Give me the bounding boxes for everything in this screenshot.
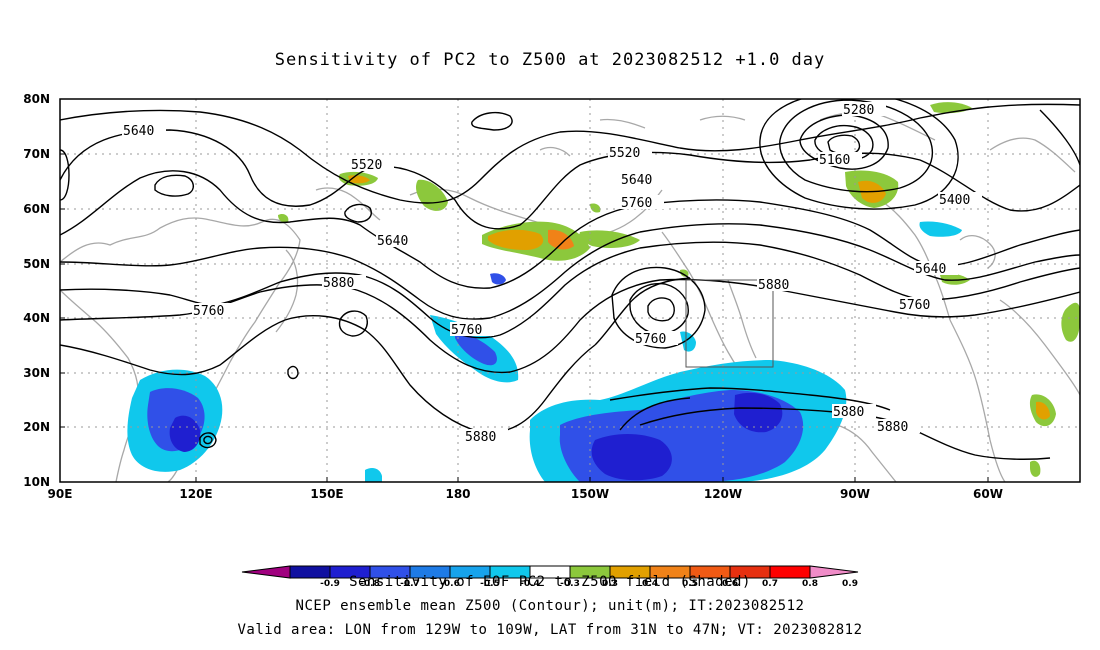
colorbar-tick-label: -0.3 bbox=[560, 579, 580, 589]
caption-line-1: Sensitivity of EOF PC2 to Z500 field (Sh… bbox=[349, 574, 751, 590]
contour-label: 5880 bbox=[877, 420, 908, 435]
lon-label: 60W bbox=[973, 487, 1003, 501]
colorbar-tick-label: -0.4 bbox=[520, 579, 540, 589]
contour-label: 5280 bbox=[843, 103, 874, 118]
lat-label: 70N bbox=[23, 147, 50, 161]
lat-label: 80N bbox=[23, 92, 50, 106]
contour-label: 5760 bbox=[635, 332, 666, 347]
lon-label: 150E bbox=[310, 487, 343, 501]
colorbar-tick-label: -0.6 bbox=[440, 579, 460, 589]
contour-label: 5640 bbox=[377, 234, 408, 249]
contour-label: 5760 bbox=[621, 196, 652, 211]
latitude-labels: 80N 70N 60N 50N 40N 30N 20N 10N bbox=[23, 92, 50, 489]
contour-label: 5880 bbox=[323, 276, 354, 291]
contour-label: 5760 bbox=[899, 298, 930, 313]
colorbar-max-arrow bbox=[809, 565, 859, 579]
lat-label: 30N bbox=[23, 366, 50, 380]
colorbar: -0.9 -0.8 -0.7 -0.6 -0.5 -0.4 -0.3 0.3 0.4 0.5 0.6… bbox=[241, 565, 859, 589]
colorbar-tick-label: 0.6 bbox=[722, 579, 738, 589]
contour-label: 5520 bbox=[609, 146, 640, 161]
chart-title: Sensitivity of PC2 to Z500 at 2023082512… bbox=[274, 50, 826, 70]
lat-label: 50N bbox=[23, 257, 50, 271]
contour-label: 5400 bbox=[939, 193, 970, 208]
contour-labels: 5640 5520 5640 5760 5880 5760 5520 5640 … bbox=[122, 102, 982, 445]
negative-sensitivity-shading bbox=[127, 221, 962, 482]
colorbar-tick-label: 0.3 bbox=[602, 579, 618, 589]
lon-label: 150W bbox=[571, 487, 609, 501]
colorbar-tick-label: 0.8 bbox=[802, 579, 818, 589]
axis-ticks bbox=[60, 98, 989, 482]
contour-label: 5640 bbox=[621, 173, 652, 188]
valid-area-box bbox=[685, 279, 774, 368]
contour-label: 5760 bbox=[193, 304, 224, 319]
lon-label: 120E bbox=[179, 487, 212, 501]
contour-label: 5760 bbox=[451, 323, 482, 338]
caption-line-3: Valid area: LON from 129W to 109W, LAT f… bbox=[237, 622, 863, 638]
lat-label: 40N bbox=[23, 311, 50, 325]
lon-label: 120W bbox=[704, 487, 742, 501]
contour-label: 5880 bbox=[833, 405, 864, 420]
contour-label: 5160 bbox=[819, 153, 850, 168]
colorbar-tick-label: 0.4 bbox=[642, 579, 658, 589]
colorbar-tick-label: -0.8 bbox=[360, 579, 380, 589]
lat-label: 20N bbox=[23, 420, 50, 434]
contour-label: 5640 bbox=[915, 262, 946, 277]
contour-label: 5640 bbox=[123, 124, 154, 139]
colorbar-tick-label: -0.5 bbox=[480, 579, 500, 589]
colorbar-tick-label: -0.9 bbox=[320, 579, 340, 589]
z500-contours bbox=[60, 99, 1080, 460]
colorbar-tick-label: -0.7 bbox=[400, 579, 420, 589]
map-frame bbox=[59, 98, 1081, 483]
contour-label: 5520 bbox=[351, 158, 382, 173]
caption-line-2: NCEP ensemble mean Z500 (Contour); unit(… bbox=[295, 598, 805, 614]
colorbar-tick-label: 0.7 bbox=[762, 579, 778, 589]
longitude-labels: 90E 120E 150E 180 150W 120W 90W 60W bbox=[48, 487, 1003, 501]
coastlines bbox=[60, 111, 1080, 482]
colorbar-tick-label: 0.5 bbox=[682, 579, 698, 589]
lat-label: 10N bbox=[23, 475, 50, 489]
contour-label: 5880 bbox=[758, 278, 789, 293]
lat-label: 60N bbox=[23, 202, 50, 216]
contour-label: 5880 bbox=[465, 430, 496, 445]
lon-label: 90E bbox=[48, 487, 73, 501]
lon-label: 180 bbox=[445, 487, 470, 501]
colorbar-tick-label: 0.9 bbox=[842, 579, 858, 589]
lon-label: 90W bbox=[840, 487, 870, 501]
